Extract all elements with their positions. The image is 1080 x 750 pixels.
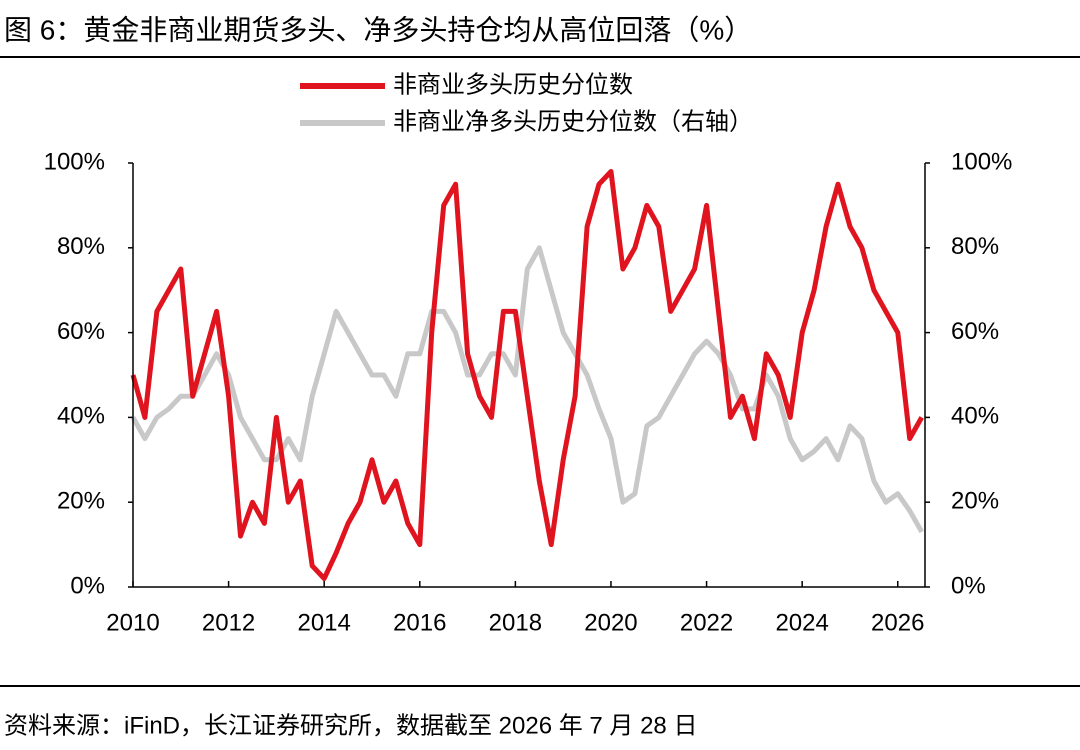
x-tick-label: 2016 xyxy=(393,609,446,636)
source-note: 资料来源：iFinD，长江证券研究所，数据截至 2026 年 7 月 28 日 xyxy=(4,712,697,739)
chart-title: 图 6：黄金非商业期货多头、净多头持仓均从高位回落（%） xyxy=(4,14,752,45)
y-tick-label: 20% xyxy=(57,488,105,515)
y2-tick-label: 60% xyxy=(951,318,999,345)
y-tick-label: 40% xyxy=(57,403,105,430)
data-line xyxy=(130,245,924,534)
y2-tick-label: 40% xyxy=(951,403,999,430)
x-tick-label: 2018 xyxy=(489,609,542,636)
legend-label: 非商业净多头历史分位数（右轴） xyxy=(393,108,753,135)
y-tick-label: 60% xyxy=(57,318,105,345)
y-tick-label: 100% xyxy=(44,148,105,175)
x-tick-label: 2026 xyxy=(871,609,924,636)
x-tick-label: 2024 xyxy=(775,609,828,636)
y2-tick-label: 0% xyxy=(951,572,986,599)
data-line xyxy=(130,169,924,581)
y-tick-label: 80% xyxy=(57,233,105,260)
y2-tick-label: 100% xyxy=(951,148,1012,175)
legend-label: 非商业多头历史分位数 xyxy=(393,71,633,98)
x-tick-label: 2022 xyxy=(680,609,733,636)
x-tick-label: 2012 xyxy=(202,609,255,636)
x-tick-label: 2020 xyxy=(584,609,637,636)
y-tick-label: 0% xyxy=(70,572,105,599)
y2-tick-label: 20% xyxy=(951,488,999,515)
y2-tick-label: 80% xyxy=(951,233,999,260)
x-tick-label: 2010 xyxy=(106,609,159,636)
x-tick-label: 2014 xyxy=(297,609,350,636)
